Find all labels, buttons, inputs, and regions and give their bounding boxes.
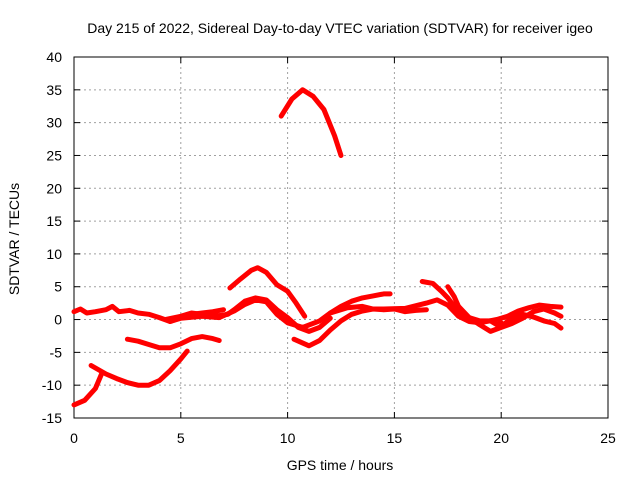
grid <box>74 57 608 418</box>
chart-title: Day 215 of 2022, Sidereal Day-to-day VTE… <box>87 20 593 36</box>
y-tick-label: -5 <box>50 344 63 360</box>
series-arc-8 <box>278 87 344 158</box>
y-tick-label: 25 <box>46 147 62 163</box>
series-arc-7 <box>227 265 308 319</box>
y-axis-ticks: -15 -10 -5 0 5 10 15 20 25 30 35 40 <box>42 49 608 426</box>
series-group <box>71 87 564 408</box>
x-tick-label: 0 <box>70 430 78 446</box>
y-tick-label: 0 <box>54 312 62 328</box>
series-arc-10 <box>327 291 393 316</box>
y-tick-label: 20 <box>46 180 62 196</box>
series-arc-1 <box>71 370 105 408</box>
x-tick-label: 15 <box>387 430 403 446</box>
series-arc-5 <box>88 348 190 388</box>
x-axis-label: GPS time / hours <box>287 457 394 473</box>
series-arc-6 <box>124 334 222 351</box>
y-tick-label: 35 <box>46 82 62 98</box>
y-tick-label: 15 <box>46 213 62 229</box>
series-arc-9 <box>291 306 429 349</box>
y-tick-label: -15 <box>42 410 62 426</box>
plot-frame <box>73 56 609 419</box>
series-arc-14 <box>498 311 564 331</box>
y-tick-label: 30 <box>46 115 62 131</box>
x-tick-label: 5 <box>177 430 185 446</box>
series-arc-4 <box>167 297 483 330</box>
x-tick-label: 10 <box>280 430 296 446</box>
y-tick-label: 5 <box>54 279 62 295</box>
x-axis-ticks: 0 5 10 15 20 25 <box>70 57 616 446</box>
y-tick-label: 40 <box>46 49 62 65</box>
y-tick-label: 10 <box>46 246 62 262</box>
x-tick-label: 20 <box>493 430 509 446</box>
y-axis-label: SDTVAR / TECUs <box>6 183 22 295</box>
series-arc-13 <box>477 302 564 326</box>
x-tick-label: 25 <box>600 430 616 446</box>
y-tick-label: -10 <box>42 377 62 393</box>
